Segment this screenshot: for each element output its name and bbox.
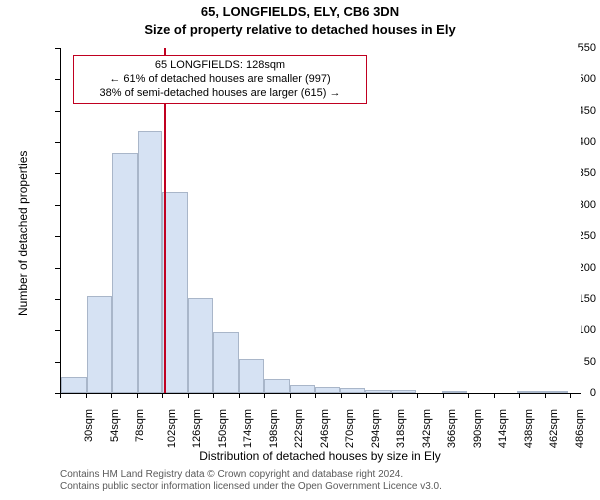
x-tick-mark bbox=[188, 393, 189, 398]
x-tick-label: 174sqm bbox=[242, 409, 254, 448]
x-tick-mark bbox=[162, 393, 163, 398]
x-tick-mark bbox=[290, 393, 291, 398]
x-tick-label: 270sqm bbox=[344, 409, 356, 448]
x-tick-label: 342sqm bbox=[421, 409, 433, 448]
x-tick-mark bbox=[494, 393, 495, 398]
x-tick-mark bbox=[60, 393, 61, 398]
histogram-bar bbox=[239, 359, 265, 394]
x-tick-mark bbox=[341, 393, 342, 398]
x-tick-mark bbox=[570, 393, 571, 398]
x-tick-mark bbox=[315, 393, 316, 398]
x-tick-mark bbox=[392, 393, 393, 398]
annotation-line3: 38% of semi-detached houses are larger (… bbox=[80, 87, 360, 101]
x-tick-mark bbox=[239, 393, 240, 398]
x-tick-label: 222sqm bbox=[293, 409, 305, 448]
x-tick-label: 318sqm bbox=[395, 409, 407, 448]
histogram-bar bbox=[543, 391, 569, 393]
histogram-bar bbox=[391, 390, 417, 393]
histogram-bar bbox=[138, 131, 162, 393]
x-tick-label: 438sqm bbox=[523, 409, 535, 448]
x-tick-label: 198sqm bbox=[268, 409, 280, 448]
annotation-line1: 65 LONGFIELDS: 128sqm bbox=[80, 59, 360, 73]
histogram-bar bbox=[213, 332, 239, 393]
x-tick-mark bbox=[86, 393, 87, 398]
y-axis-label: Number of detached properties bbox=[16, 150, 30, 315]
x-tick-label: 102sqm bbox=[166, 409, 178, 448]
x-tick-label: 246sqm bbox=[319, 409, 331, 448]
x-tick-mark bbox=[213, 393, 214, 398]
x-tick-label: 390sqm bbox=[472, 409, 484, 448]
histogram-bar bbox=[264, 379, 290, 393]
x-tick-label: 294sqm bbox=[370, 409, 382, 448]
x-tick-label: 414sqm bbox=[497, 409, 509, 448]
x-tick-mark bbox=[264, 393, 265, 398]
x-tick-mark bbox=[137, 393, 138, 398]
annotation-line2: ← 61% of detached houses are smaller (99… bbox=[80, 73, 360, 87]
x-tick-label: 150sqm bbox=[217, 409, 229, 448]
chart-title-line1: 65, LONGFIELDS, ELY, CB6 3DN bbox=[0, 4, 600, 19]
x-tick-mark bbox=[545, 393, 546, 398]
x-tick-label: 126sqm bbox=[191, 409, 203, 448]
histogram-bar bbox=[112, 153, 138, 393]
x-tick-mark bbox=[111, 393, 112, 398]
x-tick-label: 366sqm bbox=[446, 409, 458, 448]
x-tick-mark bbox=[443, 393, 444, 398]
footer: Contains HM Land Registry data © Crown c… bbox=[60, 469, 442, 493]
x-tick-label: 54sqm bbox=[109, 409, 121, 442]
x-tick-label: 486sqm bbox=[574, 409, 586, 448]
x-tick-mark bbox=[468, 393, 469, 398]
footer-line1: Contains HM Land Registry data © Crown c… bbox=[60, 469, 442, 481]
histogram-bar bbox=[87, 296, 113, 393]
chart-title-line2: Size of property relative to detached ho… bbox=[0, 22, 600, 37]
histogram-bar bbox=[188, 298, 214, 393]
histogram-bar bbox=[442, 391, 468, 393]
chart-container: 65, LONGFIELDS, ELY, CB6 3DN Size of pro… bbox=[0, 0, 600, 500]
histogram-bar bbox=[290, 385, 316, 393]
histogram-bar bbox=[61, 377, 87, 393]
x-tick-label: 30sqm bbox=[83, 409, 95, 442]
annotation-box: 65 LONGFIELDS: 128sqm ← 61% of detached … bbox=[73, 55, 367, 104]
x-axis-label: Distribution of detached houses by size … bbox=[60, 449, 580, 463]
x-tick-label: 462sqm bbox=[549, 409, 561, 448]
histogram-bar bbox=[315, 387, 339, 393]
histogram-bar bbox=[517, 391, 543, 393]
histogram-bar bbox=[340, 388, 366, 393]
x-tick-mark bbox=[519, 393, 520, 398]
x-tick-label: 78sqm bbox=[134, 409, 146, 442]
x-tick-mark bbox=[417, 393, 418, 398]
histogram-bar bbox=[365, 390, 391, 393]
x-tick-mark bbox=[366, 393, 367, 398]
footer-line2: Contains public sector information licen… bbox=[60, 481, 442, 493]
plot-area: 65 LONGFIELDS: 128sqm ← 61% of detached … bbox=[60, 48, 581, 394]
